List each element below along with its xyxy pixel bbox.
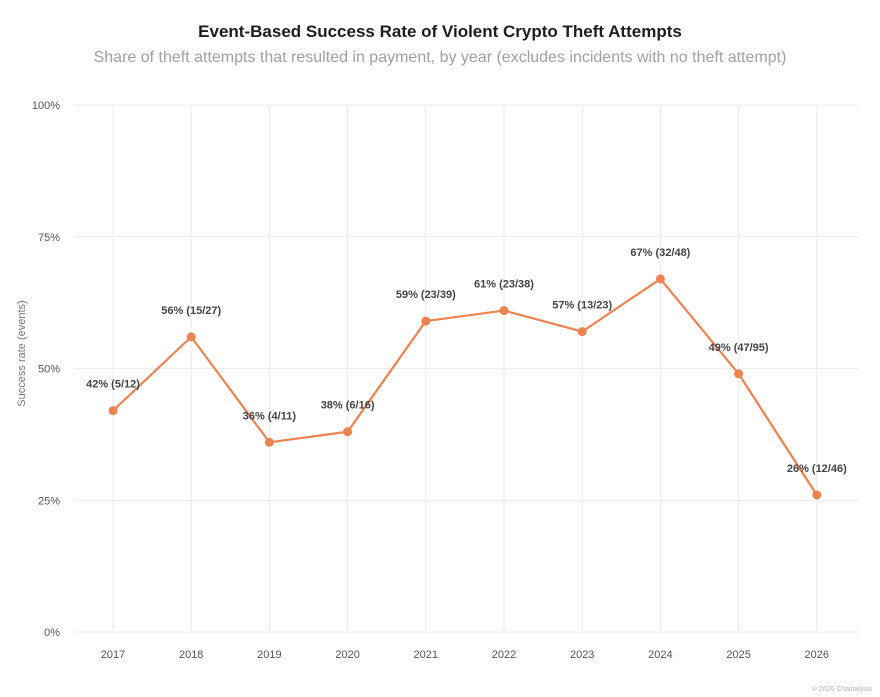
x-tick-label: 2023 xyxy=(570,649,594,661)
series-line xyxy=(112,277,818,496)
data-point xyxy=(421,316,431,326)
x-tick-label: 2025 xyxy=(726,649,750,661)
x-tick-label: 2022 xyxy=(492,649,516,661)
y-tick-label: 75% xyxy=(38,232,60,244)
x-tick-label: 2021 xyxy=(414,649,438,661)
x-tick-label: 2026 xyxy=(805,649,829,661)
data-point xyxy=(499,306,509,316)
data-point xyxy=(108,406,118,416)
y-tick-label: 0% xyxy=(44,627,60,639)
data-label: 38% (6/16) xyxy=(321,400,375,412)
x-tick-label: 2017 xyxy=(101,649,125,661)
data-point xyxy=(655,274,665,284)
data-label: 26% (12/46) xyxy=(787,463,847,475)
data-label: 57% (13/23) xyxy=(552,300,612,312)
data-label: 56% (15/27) xyxy=(161,305,221,317)
data-label: 42% (5/12) xyxy=(86,379,140,391)
data-point xyxy=(734,369,744,379)
data-point xyxy=(343,427,353,437)
data-label: 67% (32/48) xyxy=(630,247,690,259)
data-point xyxy=(577,327,587,337)
y-tick-label: 50% xyxy=(38,364,60,376)
chart-subtitle: Share of theft attempts that resulted in… xyxy=(93,49,787,66)
data-point xyxy=(812,490,822,500)
x-tick-label: 2019 xyxy=(257,649,281,661)
data-label: 61% (23/38) xyxy=(474,279,534,291)
x-tick-label: 2020 xyxy=(335,649,359,661)
y-axis-label: Success rate (events) xyxy=(16,300,28,406)
chart-title: Event-Based Success Rate of Violent Cryp… xyxy=(198,22,682,41)
x-tick-label: 2018 xyxy=(179,649,203,661)
y-tick-label: 25% xyxy=(38,495,60,507)
data-label: 49% (47/95) xyxy=(709,342,769,354)
x-tick-label: 2024 xyxy=(648,649,672,661)
data-point xyxy=(186,332,196,342)
y-tick-label: 100% xyxy=(32,100,60,112)
data-label: 36% (4/11) xyxy=(243,410,297,422)
data-point xyxy=(264,437,274,447)
copyright-footer: © 2026 Chainalysis xyxy=(811,686,872,693)
data-label: 59% (23/39) xyxy=(396,289,456,301)
